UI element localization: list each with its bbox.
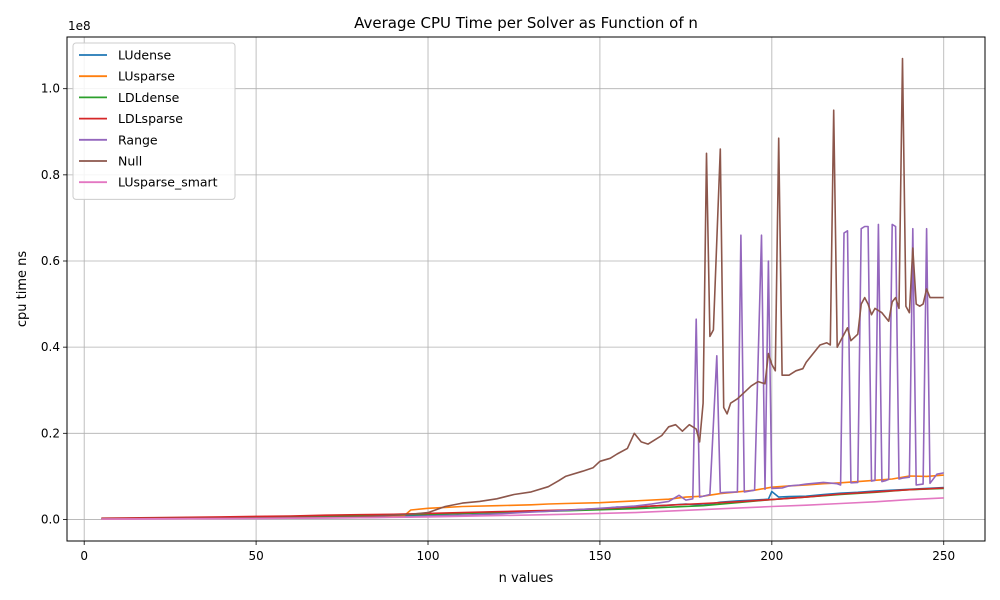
legend-label: Null (118, 154, 142, 169)
legend-label: LDLdense (118, 90, 180, 105)
x-tick-label: 0 (80, 549, 88, 563)
x-tick-label: 150 (588, 549, 611, 563)
y-multiplier-label: 1e8 (68, 19, 91, 33)
legend-label: Range (118, 132, 158, 147)
series-line-range (101, 223, 944, 520)
series-line-ludense (101, 486, 944, 520)
y-tick-label: 0.8 (41, 168, 60, 182)
y-tick-label: 0.6 (41, 254, 60, 268)
x-tick-label: 200 (760, 549, 783, 563)
legend-label: LUdense (118, 48, 172, 63)
y-tick-label: 1.0 (41, 82, 60, 96)
x-axis-ticks: 0 50 100 150 200 250 (80, 541, 955, 563)
legend-label: LDLsparse (118, 111, 183, 126)
series-line-lusparse-smart (101, 497, 944, 520)
legend-label: LUsparse (118, 69, 175, 84)
series-layer (101, 57, 944, 520)
legend: LUdense LUsparse LDLdense LDLsparse Range Nul… (72, 42, 236, 200)
y-tick-label: 0.4 (41, 340, 60, 354)
y-tick-label: 0.2 (41, 426, 60, 440)
y-axis-label: cpu time ns (15, 251, 30, 328)
x-tick-label: 50 (248, 549, 263, 563)
chart-title: Average CPU Time per Solver as Function … (354, 14, 698, 32)
y-axis-ticks: 0.0 0.2 0.4 0.6 0.8 1.0 (41, 82, 67, 526)
x-axis-label: n values (499, 571, 554, 586)
legend-box (72, 42, 236, 200)
x-tick-label: 100 (417, 549, 440, 563)
y-tick-label: 0.0 (41, 512, 60, 526)
series-line-null (101, 57, 944, 520)
legend-label: LUsparse_smart (118, 175, 218, 190)
x-tick-label: 250 (932, 549, 955, 563)
plot-frame (66, 36, 986, 542)
